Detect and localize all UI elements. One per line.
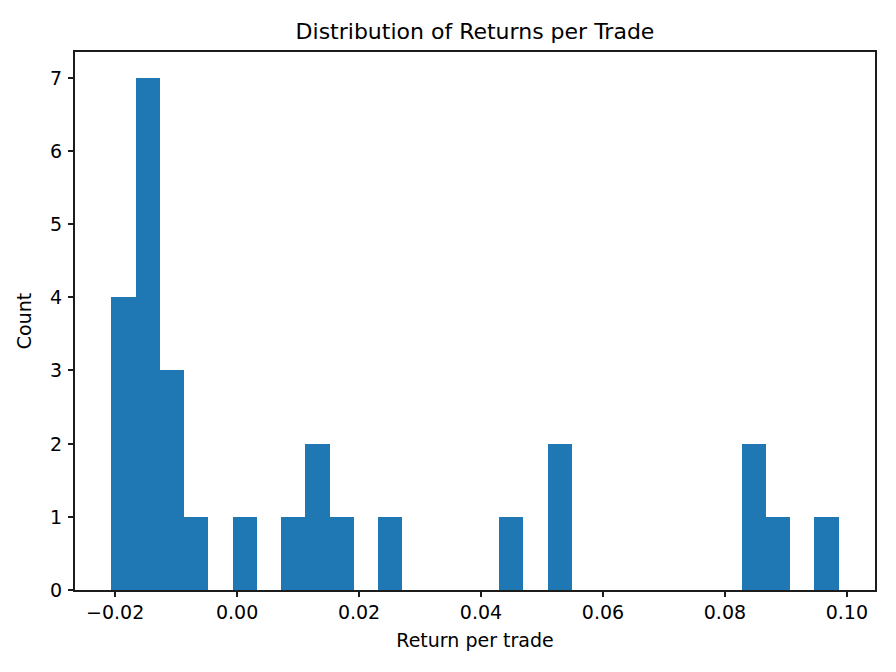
y-tick-mark bbox=[68, 516, 75, 518]
histogram-bar bbox=[184, 517, 208, 590]
histogram-bar bbox=[233, 517, 257, 590]
histogram-bar bbox=[281, 517, 305, 590]
y-tick-mark bbox=[68, 223, 75, 225]
y-tick-mark bbox=[68, 77, 75, 79]
x-tick-mark bbox=[846, 590, 848, 597]
x-tick-mark bbox=[480, 590, 482, 597]
histogram-bar bbox=[766, 517, 790, 590]
y-tick-mark bbox=[68, 443, 75, 445]
histogram-bar bbox=[742, 444, 766, 590]
histogram-bar bbox=[160, 370, 184, 590]
y-axis-label: Count bbox=[13, 293, 36, 349]
x-tick-label: 0.02 bbox=[311, 601, 407, 623]
y-tick-mark bbox=[68, 150, 75, 152]
plot-area bbox=[75, 52, 875, 590]
y-tick-mark bbox=[68, 369, 75, 371]
x-axis-label: Return per trade bbox=[75, 629, 875, 652]
histogram-bar bbox=[136, 78, 160, 590]
chart-title: Distribution of Returns per Trade bbox=[75, 19, 875, 45]
histogram-bar bbox=[814, 517, 838, 590]
y-tick-label: 0 bbox=[12, 579, 62, 601]
y-tick-mark bbox=[68, 296, 75, 298]
histogram-bar bbox=[499, 517, 523, 590]
y-tick-label: 3 bbox=[12, 359, 62, 381]
x-tick-label: 0.00 bbox=[189, 601, 285, 623]
y-tick-label: 2 bbox=[12, 433, 62, 455]
x-tick-mark bbox=[602, 590, 604, 597]
x-tick-label: 0.08 bbox=[677, 601, 773, 623]
y-tick-label: 5 bbox=[12, 213, 62, 235]
y-tick-label: 6 bbox=[12, 140, 62, 162]
histogram-bar bbox=[330, 517, 354, 590]
x-tick-mark bbox=[114, 590, 116, 597]
x-tick-label: 0.04 bbox=[433, 601, 529, 623]
histogram-bar bbox=[548, 444, 572, 590]
y-tick-label: 1 bbox=[12, 506, 62, 528]
histogram-bar bbox=[111, 297, 135, 590]
x-tick-mark bbox=[236, 590, 238, 597]
figure: Distribution of Returns per Trade −0.020… bbox=[0, 0, 896, 672]
histogram-bar bbox=[378, 517, 402, 590]
x-tick-mark bbox=[358, 590, 360, 597]
x-tick-label: −0.02 bbox=[67, 601, 163, 623]
x-tick-label: 0.06 bbox=[555, 601, 651, 623]
y-tick-mark bbox=[68, 589, 75, 591]
histogram-bar bbox=[305, 444, 329, 590]
x-tick-mark bbox=[724, 590, 726, 597]
x-tick-label: 0.10 bbox=[799, 601, 895, 623]
y-tick-label: 7 bbox=[12, 67, 62, 89]
